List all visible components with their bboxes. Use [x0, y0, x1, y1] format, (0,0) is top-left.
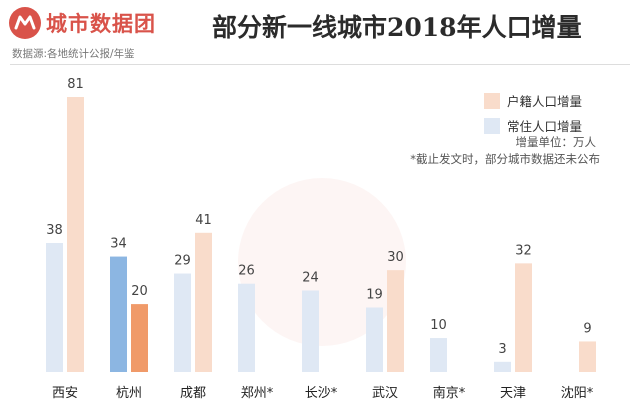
category-label-1: 杭州 [116, 386, 142, 401]
bar-hukou-8 [579, 341, 596, 372]
bar-hukou-5 [387, 270, 404, 372]
legend-label-hukou: 户籍人口增量 [507, 94, 583, 109]
bar-value-hukou-0: 81 [67, 77, 84, 92]
legend-label-resident: 常住人口增量 [507, 119, 583, 134]
category-label-6: 南京* [433, 385, 466, 401]
bar-resident-4 [302, 290, 319, 372]
legend-swatch-hukou [484, 92, 500, 109]
category-label-3: 郑州* [241, 386, 274, 401]
footnote: *截止发文时，部分城市数据还未公布 [410, 152, 600, 166]
data-source: 数据源:各地统计公报/年鉴 [12, 48, 135, 60]
bar-hukou-2 [195, 232, 212, 372]
legend: 户籍人口增量 常住人口增量 [484, 88, 582, 138]
bar-value-resident-7: 3 [498, 342, 506, 357]
bar-value-resident-3: 26 [238, 264, 255, 279]
legend-item-resident: 常住人口增量 [484, 113, 582, 138]
bar-resident-3 [238, 283, 255, 372]
legend-item-hukou: 户籍人口增量 [484, 88, 582, 113]
bar-resident-0 [46, 242, 63, 372]
bar-hukou-0 [67, 97, 84, 372]
bar-resident-1 [110, 256, 127, 372]
bar-resident-7 [494, 361, 511, 372]
bar-resident-5 [366, 307, 383, 372]
bar-hukou-7 [515, 263, 532, 372]
bar-value-resident-6: 10 [430, 318, 447, 333]
bar-value-hukou-8: 9 [583, 321, 591, 336]
category-label-0: 西安 [52, 386, 78, 401]
brand-logo: 城市数据团 [8, 6, 156, 40]
bar-resident-2 [174, 273, 191, 372]
bar-value-hukou-5: 30 [387, 250, 404, 265]
unit-label: 增量单位：万人 [515, 135, 597, 149]
bar-value-resident-2: 29 [174, 254, 191, 269]
category-label-2: 成都 [180, 386, 206, 401]
watermark [238, 178, 406, 346]
brand-logo-icon [9, 7, 41, 39]
header-divider [10, 64, 630, 65]
category-label-4: 长沙* [305, 386, 338, 401]
bar-value-resident-1: 34 [110, 237, 127, 252]
bar-value-resident-5: 19 [366, 287, 383, 302]
bar-hukou-1 [131, 304, 148, 372]
bar-value-hukou-2: 41 [195, 213, 212, 228]
category-label-8: 沈阳* [561, 386, 594, 401]
bar-value-resident-0: 38 [46, 223, 63, 238]
bar-value-hukou-1: 20 [131, 284, 148, 299]
chart-title: 部分新一线城市2018年人口增量 [212, 13, 582, 42]
bar-value-hukou-7: 32 [515, 243, 532, 258]
legend-swatch-resident [484, 117, 500, 134]
category-label-5: 武汉 [372, 386, 398, 401]
brand-name: 城市数据团 [46, 12, 156, 36]
bar-value-resident-4: 24 [302, 271, 319, 286]
bar-resident-6 [430, 338, 447, 372]
category-label-7: 天津 [500, 386, 526, 401]
